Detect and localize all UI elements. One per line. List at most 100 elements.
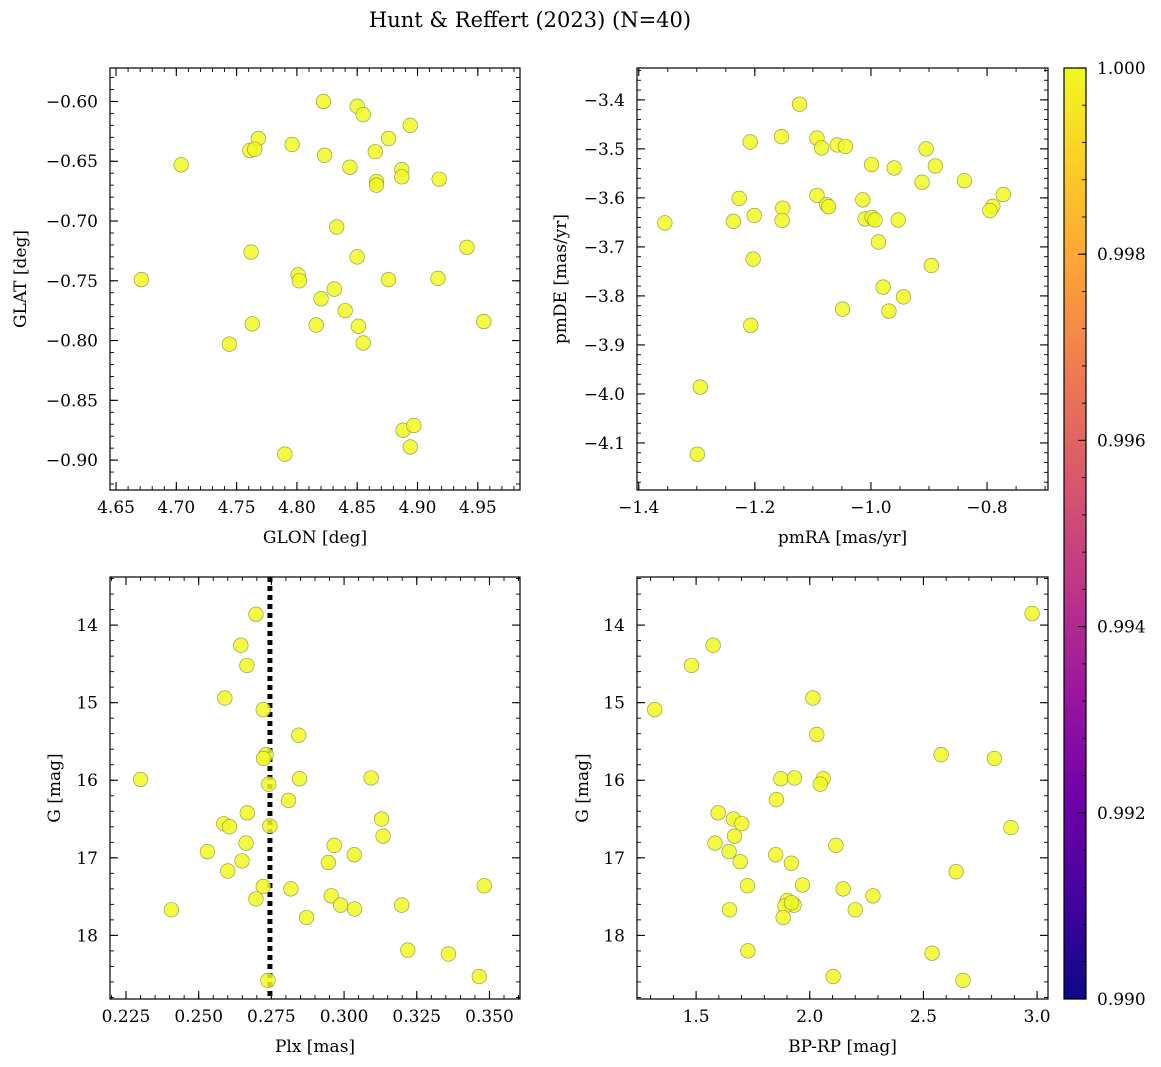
y-axis-label: pmDE [mas/yr]	[551, 214, 571, 344]
y-tick-label: 17	[76, 849, 98, 869]
y-tick-label: 18	[603, 926, 625, 946]
panel-plx-g: 0.225 0.250 0.275 0.300 0.325 0.350 14 15 16 17 18…	[45, 576, 521, 1057]
scatter-point	[710, 805, 726, 821]
y-tick-label: −0.90	[46, 451, 98, 471]
scatter-point	[739, 878, 756, 894]
scatter-point	[459, 239, 475, 255]
scatter-point	[881, 303, 897, 319]
x-tick-label: 0.325	[392, 1007, 441, 1027]
scatter-point	[783, 895, 800, 911]
scatter-point	[924, 945, 940, 961]
scatter-point	[217, 690, 233, 706]
scatter-point	[355, 107, 371, 123]
x-axis-label: BP-RP [mag]	[788, 1037, 897, 1057]
y-tick-label: −0.70	[46, 212, 98, 232]
scatter-point	[886, 160, 902, 176]
scatter-point	[812, 776, 828, 792]
y-tick-label: 15	[76, 694, 98, 714]
axes-frame	[636, 576, 1049, 1000]
scatter-point	[255, 750, 272, 767]
scatter-point	[734, 816, 750, 832]
scatter-point	[875, 279, 891, 295]
x-tick-label: −0.8	[966, 498, 1007, 518]
scatter-point	[955, 972, 971, 988]
scatter-point	[721, 844, 737, 860]
scatter-point	[255, 878, 271, 895]
scatter-point	[221, 336, 237, 352]
scatter-point	[914, 174, 930, 190]
scatter-point	[350, 318, 367, 334]
colorbar: 0.990 0.992 0.994 0.996 0.998 1.000	[1063, 59, 1146, 1010]
scatter-point	[337, 303, 353, 319]
scatter-point	[367, 144, 383, 160]
y-tick-label: 14	[76, 616, 98, 636]
scatter-point	[986, 750, 1002, 767]
x-tick-label: 2.5	[910, 1007, 937, 1027]
y-tick-label: 16	[76, 771, 98, 791]
scatter-point	[308, 317, 324, 333]
scatter-point	[820, 199, 837, 215]
scatter-point	[731, 190, 747, 206]
x-tick-label: 0.250	[174, 1007, 223, 1027]
scatter-point	[291, 273, 307, 289]
scatter-point	[933, 747, 949, 763]
scatter-point	[394, 169, 410, 185]
y-axis-label: GLAT [deg]	[11, 230, 31, 328]
scatter-point	[855, 192, 871, 208]
panel-pmra-pmde: −1.4 −1.2 −1.0 −0.8 −3.4 −3.5 −3.6 −3.7 −3.8 −3.9…	[551, 67, 1049, 548]
scatter-point	[400, 942, 416, 958]
scatter-point	[320, 854, 336, 871]
y-tick-label: 15	[603, 694, 625, 714]
scatter-point	[647, 702, 663, 718]
scatter-point	[773, 129, 790, 145]
scatter-point	[375, 828, 391, 844]
scatter-point	[794, 877, 811, 893]
scatter-point	[725, 213, 741, 230]
scatter-point	[775, 909, 791, 926]
scatter-point	[220, 863, 236, 879]
scatter-point	[199, 844, 216, 860]
scatter-point	[380, 271, 397, 288]
x-tick-label: −1.0	[850, 498, 891, 518]
scatter-point	[363, 770, 379, 786]
scatter-point	[773, 771, 789, 787]
scatter-point	[692, 379, 708, 395]
x-tick-label: 4.90	[399, 498, 437, 518]
panel-glon-glat: 4.65 4.70 4.75 4.80 4.85 4.90 4.95 −0.60 −0.65 −0…	[11, 67, 521, 548]
scatter-point	[248, 891, 264, 907]
scatter-point	[927, 158, 943, 174]
scatter-point	[471, 968, 487, 985]
scatter-point	[828, 837, 844, 854]
scatter-point	[133, 271, 149, 288]
y-tick-label: 17	[603, 849, 625, 869]
scatter-point	[918, 141, 934, 157]
scatter-point	[248, 606, 264, 622]
scatter-point	[326, 281, 342, 297]
x-tick-label: 0.300	[320, 1007, 369, 1027]
x-axis-label: pmRA [mas/yr]	[778, 528, 907, 548]
scatter-point	[476, 313, 492, 330]
axes-frame	[636, 67, 1049, 491]
scatter-point	[726, 828, 743, 844]
scatter-point	[402, 439, 418, 455]
scatter-point	[867, 212, 883, 228]
x-tick-label: 0.350	[465, 1007, 514, 1027]
scatter-point	[221, 819, 238, 835]
x-tick-label: 0.275	[247, 1007, 296, 1027]
y-tick-label: −3.6	[584, 189, 625, 209]
scatter-point	[814, 140, 830, 156]
colorbar-tick-label: 0.996	[1097, 431, 1146, 451]
scatter-point	[835, 881, 851, 897]
colorbar-body	[1063, 67, 1087, 1000]
scatter-point	[132, 771, 149, 788]
scatter-point	[689, 446, 705, 462]
scatter-point	[261, 776, 277, 792]
scatter-point	[721, 902, 738, 918]
scatter-point	[262, 818, 278, 834]
scatter-point	[732, 854, 748, 870]
scatter-point	[1003, 819, 1019, 836]
figure-title: Hunt & Reffert (2023) (N=40)	[369, 8, 691, 32]
x-tick-label: 2.0	[796, 1007, 823, 1027]
x-tick-label: 4.75	[218, 498, 256, 518]
